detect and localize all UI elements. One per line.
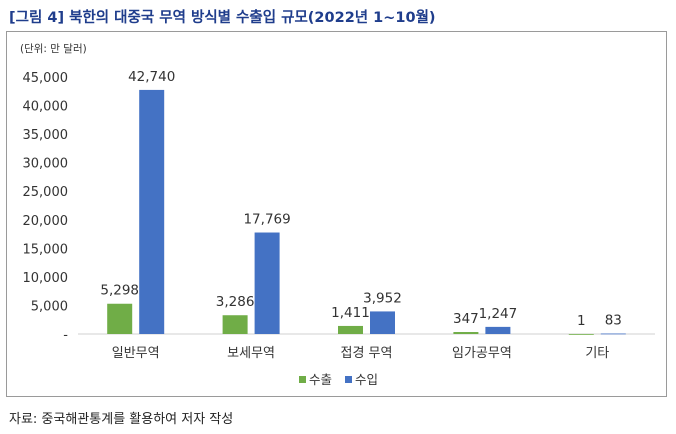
y-tick-label: 40,000	[23, 100, 69, 115]
category-labels: 일반무역 보세무역 접경 무역 임가공무역 기타	[112, 346, 610, 361]
legend-label: 수입	[355, 372, 378, 387]
bar-export	[338, 325, 363, 334]
data-label: 42,740	[128, 69, 175, 85]
category-label: 기타	[585, 346, 609, 361]
category-label: 접경 무역	[341, 346, 393, 361]
bar-import	[139, 89, 165, 335]
category-label: 보세무역	[227, 346, 275, 361]
bar-import	[485, 326, 511, 334]
bar-import	[254, 232, 280, 334]
data-label: 83	[605, 313, 622, 329]
chart-frame	[6, 31, 667, 397]
category-label: 임가공무역	[452, 346, 512, 361]
data-label: 5,298	[100, 283, 139, 299]
bar-export	[222, 315, 248, 334]
legend-swatch-export	[299, 376, 306, 383]
data-label: 1,247	[479, 306, 518, 322]
figure-title: [그림 4] 북한의 대중국 무역 방식별 수출입 규모(2022년 1~10월…	[9, 10, 436, 26]
source-note: 자료: 중국해관통계를 활용하여 저자 작성	[9, 412, 234, 427]
bar-export	[453, 332, 479, 334]
data-label: 347	[453, 311, 479, 327]
y-tick-label: 10,000	[23, 271, 69, 286]
y-tick-label: 35,000	[23, 128, 69, 143]
y-tick-label: 45,000	[23, 71, 69, 86]
bar-import	[370, 311, 395, 334]
data-label: 17,769	[243, 212, 290, 228]
bar-export	[107, 303, 133, 334]
bar-export	[568, 333, 594, 335]
y-tick-label: 5,000	[31, 299, 68, 314]
y-axis: - 5,000 10,000 15,000 20,000 25,000 30,000 35,0…	[23, 71, 69, 343]
y-tick-label: 30,000	[23, 157, 69, 172]
data-label: 1	[577, 313, 586, 329]
legend: 수출 수입	[299, 372, 378, 387]
y-tick-label: 15,000	[23, 242, 69, 257]
unit-note: (단위: 만 달러)	[20, 42, 87, 55]
y-tick-label: 25,000	[23, 185, 69, 200]
legend-label: 수출	[309, 372, 332, 387]
data-label: 1,411	[331, 305, 370, 321]
y-tick-label: -	[63, 328, 68, 343]
category-label: 일반무역	[112, 346, 160, 361]
data-label: 3,952	[363, 290, 402, 306]
legend-swatch-import	[345, 376, 352, 383]
bar-import	[600, 333, 626, 335]
y-tick-label: 20,000	[23, 214, 69, 229]
data-label: 3,286	[216, 294, 255, 310]
